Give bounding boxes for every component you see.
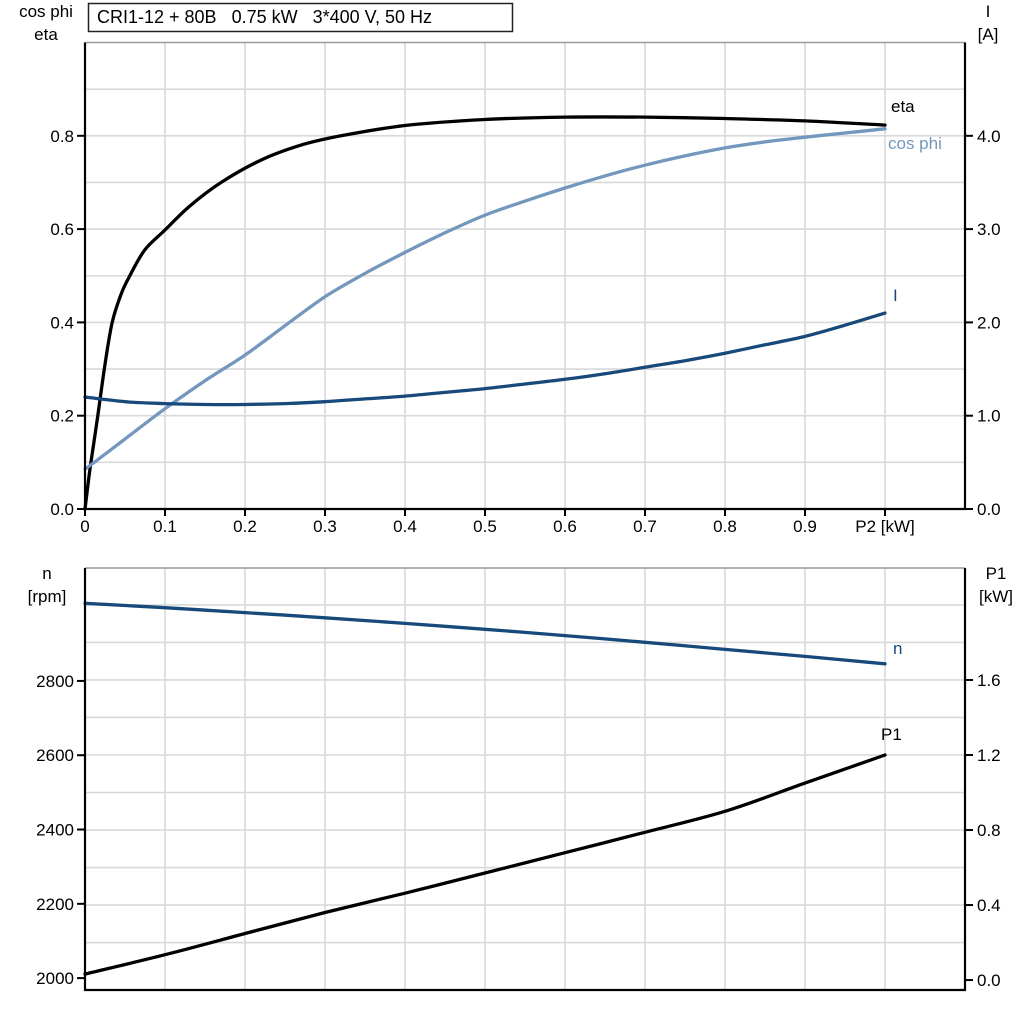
- grid: [85, 42, 965, 509]
- left-tick-label: 2200: [36, 895, 74, 914]
- right-tick-label: 1.2: [977, 746, 1001, 765]
- x-tick-label: 0.4: [393, 517, 417, 536]
- bottom-left-axis-label-n: n: [42, 564, 51, 583]
- x-tick-label: 0.8: [713, 517, 737, 536]
- right-tick-label: 0.0: [977, 971, 1001, 990]
- curve-P1: [83, 753, 887, 976]
- right-tick-label: 1.6: [977, 671, 1001, 690]
- bottom-left-axis-label-unit-rpm: [rpm]: [28, 587, 67, 606]
- right-tick-label: 3.0: [977, 220, 1001, 239]
- curve-label-i: I: [893, 286, 898, 305]
- right-tick-label: 4.0: [977, 127, 1001, 146]
- curve-label-cosphi: cos phi: [888, 134, 942, 153]
- top-right-axis-label-unit-a: [A]: [978, 25, 999, 44]
- top-right-axis-label-i: I: [986, 2, 991, 21]
- curve-label-p1: P1: [881, 725, 902, 744]
- x-tick-label: 0.7: [633, 517, 657, 536]
- x-tick-label: 0: [80, 517, 89, 536]
- curve-I: [83, 311, 887, 407]
- curve-eta: [83, 115, 887, 511]
- x-tick-label: 0.6: [553, 517, 577, 536]
- top-chart: 0 0.1 0.2 0.3 0.4 0.5 0.6 0.7 0.8 0.9 0.0 0.2 0.4 0.6…: [50, 41, 1001, 536]
- right-tick-label: 2.0: [977, 313, 1001, 332]
- bottom-chart: 2000 2200 2400 2600 2800 0.0 0.4 0.8 1.2 1.6: [36, 567, 1001, 992]
- left-tick-label: 0.0: [50, 500, 74, 519]
- right-tick-label: 0.8: [977, 821, 1001, 840]
- left-tick-label: 0.6: [50, 220, 74, 239]
- left-tick-label: 2800: [36, 672, 74, 691]
- curve-n: [83, 601, 887, 666]
- left-tick-label: 2600: [36, 746, 74, 765]
- left-tick-label: 2400: [36, 821, 74, 840]
- top-left-axis-label-eta: eta: [34, 25, 58, 44]
- bottom-right-axis-label-p1: P1: [986, 564, 1007, 583]
- curve-label-n: n: [893, 639, 902, 658]
- left-tick-label: 0.8: [50, 127, 74, 146]
- left-tick-label: 2000: [36, 969, 74, 988]
- title-box: [87, 2, 514, 33]
- right-tick-label: 0.4: [977, 896, 1001, 915]
- x-tick-label: 0.1: [153, 517, 177, 536]
- x-tick-label: 0.5: [473, 517, 497, 536]
- x-axis-label-p2: P2 [kW]: [855, 517, 915, 536]
- chart-title: CRI1-12 + 80B 0.75 kW 3*400 V, 50 Hz: [97, 7, 432, 27]
- left-tick-label: 0.4: [50, 313, 74, 332]
- bottom-right-axis-label-unit-kw: [kW]: [979, 587, 1013, 606]
- left-tick-label: 0.2: [50, 407, 74, 426]
- right-tick-label: 1.0: [977, 407, 1001, 426]
- grid: [85, 568, 965, 990]
- x-tick-label: 0.9: [793, 517, 817, 536]
- curve-cos-phi: [83, 127, 887, 471]
- right-tick-label: 0.0: [977, 500, 1001, 519]
- curve-label-eta: eta: [891, 97, 915, 116]
- x-tick-label: 0.2: [233, 517, 257, 536]
- top-left-axis-label-cosphi: cos phi: [19, 2, 73, 21]
- x-tick-label: 0.3: [313, 517, 337, 536]
